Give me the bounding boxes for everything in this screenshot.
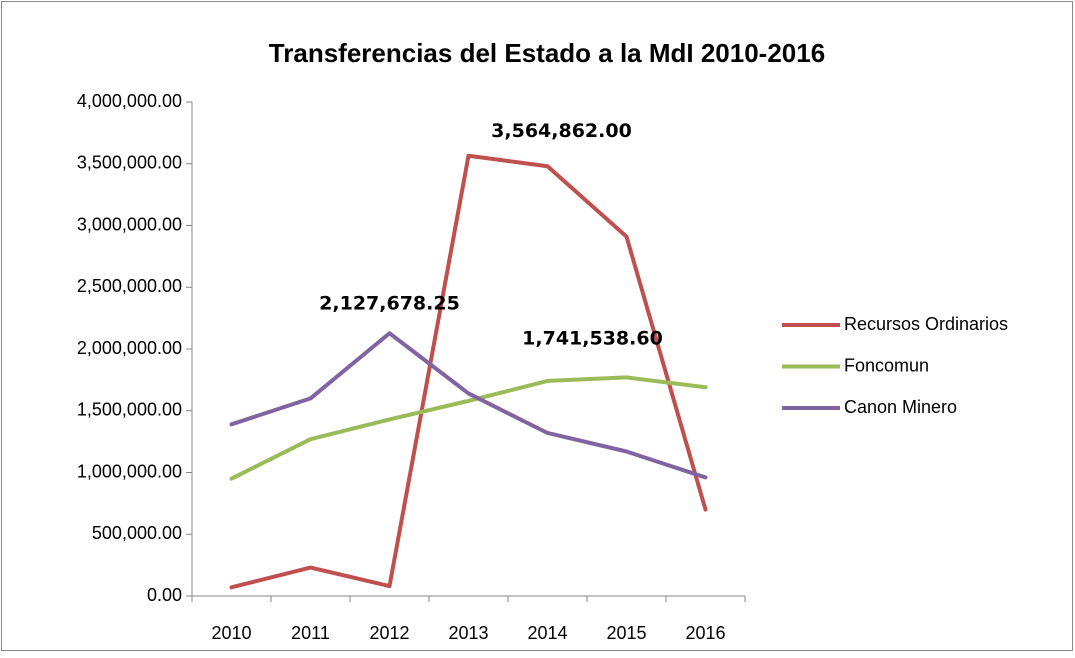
- y-tick-label: 4,000,000.00: [77, 91, 182, 111]
- y-tick-label: 500,000.00: [92, 523, 182, 543]
- x-tick-label: 2011: [291, 623, 330, 643]
- y-tick-label: 1,500,000.00: [77, 400, 182, 420]
- series-line: [229, 375, 708, 481]
- data-label: 2,127,678.25: [319, 293, 460, 315]
- y-tick-label: 1,000,000.00: [77, 461, 182, 481]
- y-tick-label: 2,500,000.00: [77, 276, 182, 296]
- legend-label: Foncomun: [844, 355, 929, 375]
- data-label: 3,564,862.00: [491, 120, 632, 142]
- x-tick-label: 2015: [606, 623, 646, 643]
- data-label: 1,741,538.60: [522, 327, 663, 349]
- legend-label: Canon Minero: [844, 397, 957, 417]
- series-line: [229, 153, 708, 590]
- x-tick-label: 2012: [369, 623, 409, 643]
- series-line: [229, 331, 708, 480]
- x-tick-label: 2013: [448, 623, 488, 643]
- y-tick-label: 0.00: [147, 585, 182, 605]
- x-tick-label: 2016: [685, 623, 725, 643]
- chart-title: Transferencias del Estado a la MdI 2010-…: [269, 38, 825, 68]
- y-tick-label: 3,000,000.00: [77, 214, 182, 234]
- y-tick-label: 3,500,000.00: [77, 153, 182, 173]
- x-tick-label: 2010: [211, 623, 251, 643]
- legend-label: Recursos Ordinarios: [844, 314, 1008, 334]
- x-tick-label: 2014: [527, 623, 567, 643]
- y-tick-label: 2,000,000.00: [77, 338, 182, 358]
